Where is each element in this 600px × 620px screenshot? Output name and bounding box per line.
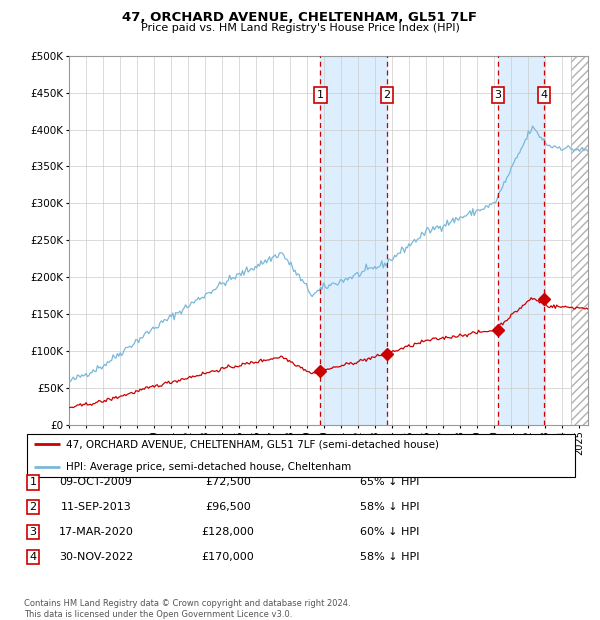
Text: 3: 3 <box>494 90 502 100</box>
Text: 60% ↓ HPI: 60% ↓ HPI <box>360 527 419 537</box>
Text: £128,000: £128,000 <box>202 527 254 537</box>
Text: 2: 2 <box>29 502 37 512</box>
Text: Contains HM Land Registry data © Crown copyright and database right 2024.
This d: Contains HM Land Registry data © Crown c… <box>24 600 350 619</box>
Text: 3: 3 <box>29 527 37 537</box>
Bar <box>498 56 544 425</box>
Bar <box>320 56 387 425</box>
Text: 47, ORCHARD AVENUE, CHELTENHAM, GL51 7LF: 47, ORCHARD AVENUE, CHELTENHAM, GL51 7LF <box>122 11 478 24</box>
Text: £170,000: £170,000 <box>202 552 254 562</box>
Text: 47, ORCHARD AVENUE, CHELTENHAM, GL51 7LF (semi-detached house): 47, ORCHARD AVENUE, CHELTENHAM, GL51 7LF… <box>65 439 439 450</box>
Text: 4: 4 <box>541 90 548 100</box>
Text: Price paid vs. HM Land Registry's House Price Index (HPI): Price paid vs. HM Land Registry's House … <box>140 23 460 33</box>
Text: 58% ↓ HPI: 58% ↓ HPI <box>360 552 419 562</box>
Text: 58% ↓ HPI: 58% ↓ HPI <box>360 502 419 512</box>
FancyBboxPatch shape <box>27 434 575 477</box>
Text: 11-SEP-2013: 11-SEP-2013 <box>61 502 131 512</box>
Text: 30-NOV-2022: 30-NOV-2022 <box>59 552 133 562</box>
Text: 1: 1 <box>29 477 37 487</box>
Text: 65% ↓ HPI: 65% ↓ HPI <box>360 477 419 487</box>
Text: 09-OCT-2009: 09-OCT-2009 <box>59 477 133 487</box>
Text: 2: 2 <box>383 90 391 100</box>
Text: £96,500: £96,500 <box>205 502 251 512</box>
Text: 4: 4 <box>29 552 37 562</box>
Text: HPI: Average price, semi-detached house, Cheltenham: HPI: Average price, semi-detached house,… <box>65 461 351 472</box>
Text: 17-MAR-2020: 17-MAR-2020 <box>59 527 133 537</box>
Text: £72,500: £72,500 <box>205 477 251 487</box>
Text: 1: 1 <box>317 90 324 100</box>
